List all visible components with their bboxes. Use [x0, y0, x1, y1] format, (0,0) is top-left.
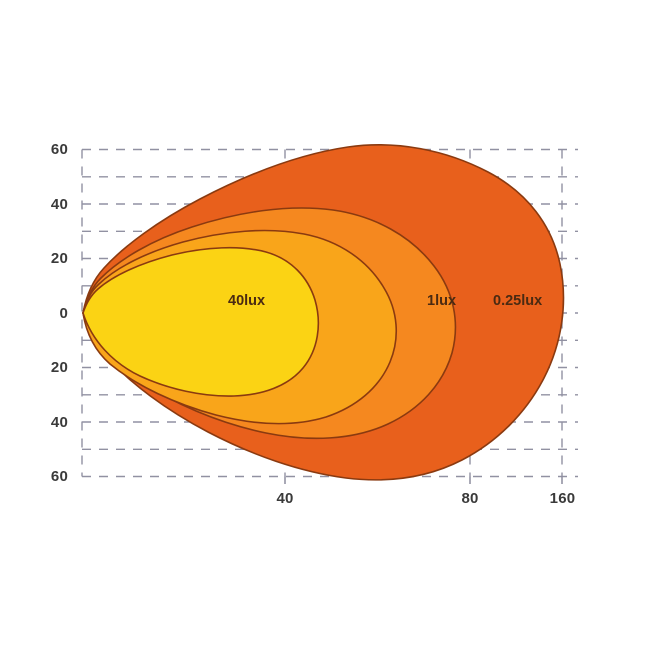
x-axis-label-160: 160 [549, 490, 576, 507]
y-axis-label-20-top: 20 [50, 250, 68, 267]
band-label-40lux: 40lux [228, 293, 266, 309]
band-label-0-25lux: 0.25lux [493, 293, 543, 309]
x-axis-label-80: 80 [461, 490, 479, 507]
y-axis-label-60-top: 60 [50, 141, 68, 158]
y-axis-label-60-bottom: 60 [50, 468, 68, 485]
contour-band-40lux [82, 246, 320, 397]
axis-ticks [284, 476, 563, 484]
y-axis-label-0: 0 [59, 305, 68, 322]
y-axis-label-40-top: 40 [50, 196, 68, 213]
band-label-1lux: 1lux [427, 293, 457, 309]
y-axis-label-20-bottom: 20 [50, 359, 68, 376]
x-axis-label-40: 40 [276, 490, 294, 507]
y-axis-label-40-bottom: 40 [50, 414, 68, 431]
